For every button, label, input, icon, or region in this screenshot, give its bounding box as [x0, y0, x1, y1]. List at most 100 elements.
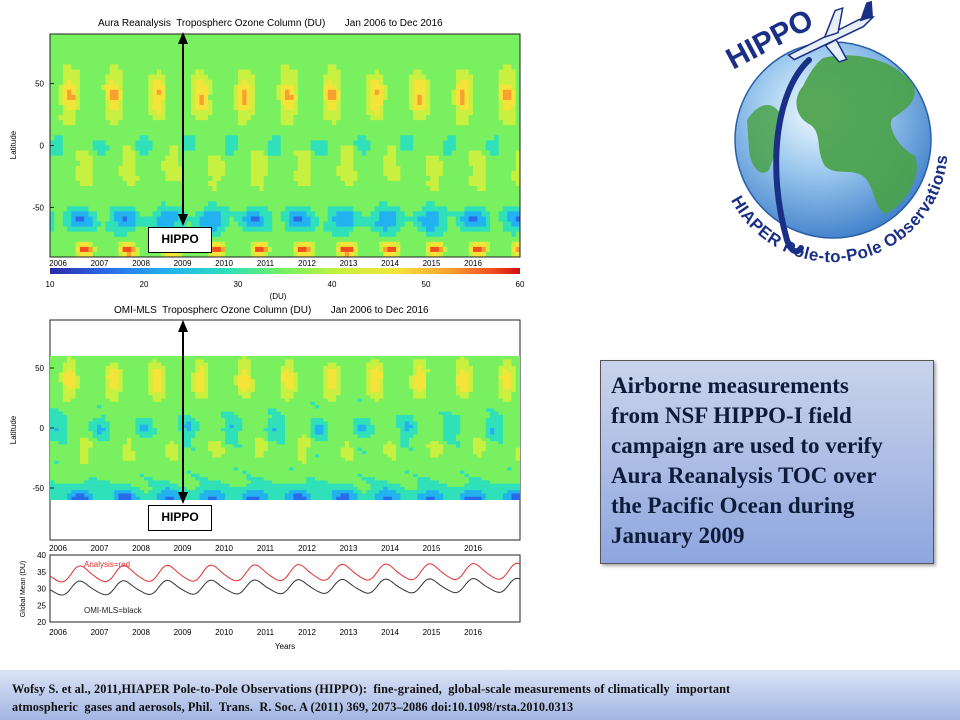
heatmap-cell	[182, 79, 188, 86]
heatmap-cell	[400, 216, 406, 223]
heatmap-cell	[212, 191, 218, 197]
heatmap-cell	[242, 241, 248, 248]
heatmap-cell	[182, 59, 188, 66]
heatmap-cell	[71, 201, 77, 207]
colorbar-label: (DU)	[270, 292, 287, 301]
heatmap-cell	[161, 221, 166, 228]
heatmap-cell	[417, 186, 423, 192]
heatmap-cell	[199, 201, 205, 207]
heatmap-cell	[54, 74, 60, 81]
heatmap-cell	[310, 89, 316, 96]
heatmap-cell	[443, 170, 448, 177]
heatmap-cell	[58, 378, 64, 383]
heatmap-cell	[92, 115, 98, 121]
heatmap-cell	[353, 94, 359, 101]
heatmap-cell	[383, 44, 389, 50]
heatmap-cell	[92, 54, 98, 60]
heatmap-cell	[396, 120, 401, 126]
heatmap-cell	[391, 241, 397, 248]
heatmap-cell	[434, 160, 440, 167]
heatmap-cell	[101, 201, 107, 207]
heatmap-cell	[212, 59, 218, 66]
heatmap-cell	[238, 59, 243, 66]
heatmap-cell	[54, 104, 60, 111]
heatmap-cell	[387, 99, 393, 106]
heatmap-cell	[229, 221, 235, 228]
heatmap-cell	[156, 54, 162, 60]
heatmap-cell	[336, 54, 342, 60]
heatmap-cell	[118, 241, 124, 248]
heatmap-cell	[297, 89, 303, 96]
heatmap-cell	[126, 211, 132, 218]
heatmap-cell	[511, 39, 517, 45]
heatmap-cell	[332, 201, 337, 207]
heatmap-cell	[144, 69, 149, 76]
heatmap-cell	[75, 84, 81, 91]
heatmap-cell	[327, 64, 333, 71]
heatmap-cell	[391, 104, 397, 111]
heatmap-cell	[276, 236, 282, 243]
heatmap-cell	[443, 150, 448, 157]
heatmap-cell	[306, 231, 312, 238]
heatmap-cell	[122, 246, 128, 253]
heatmap-cell	[203, 191, 209, 197]
heatmap-cell	[58, 104, 64, 111]
heatmap-cell	[336, 49, 342, 55]
heatmap-cell	[515, 74, 520, 81]
heatmap-cell	[212, 94, 218, 101]
heatmap-cell	[319, 64, 325, 71]
heatmap-cell	[396, 191, 401, 197]
heatmap-cell	[302, 206, 307, 212]
heatmap-cell	[383, 180, 389, 187]
heatmap-cell	[122, 54, 128, 60]
heatmap-cell	[182, 170, 188, 177]
heatmap-cell	[246, 231, 252, 238]
heatmap-cell	[105, 201, 111, 207]
heatmap-cell	[267, 64, 273, 71]
heatmap-cell	[319, 54, 325, 60]
heatmap-cell	[62, 236, 68, 243]
heatmap-cell	[451, 115, 457, 121]
heatmap-cell	[366, 89, 372, 96]
heatmap-cell	[374, 186, 380, 192]
heatmap-cell	[109, 150, 115, 157]
heatmap-cell	[430, 135, 436, 142]
heatmap-cell	[75, 59, 81, 66]
x-tick-label: 2007	[91, 259, 109, 268]
heatmap-cell	[515, 44, 520, 50]
heatmap-cell	[481, 186, 487, 192]
heatmap-cell	[306, 110, 312, 116]
heatmap-cell	[114, 216, 119, 223]
heatmap-cell	[473, 165, 478, 172]
heatmap-cell	[336, 69, 342, 76]
heatmap-cell	[118, 69, 124, 76]
heatmap-cell	[67, 170, 72, 177]
heatmap-cell	[383, 145, 389, 152]
heatmap-cell	[366, 236, 372, 243]
heatmap-cell	[391, 150, 397, 157]
heatmap-cell	[314, 74, 320, 81]
heatmap-cell	[225, 49, 231, 55]
heatmap-cell	[443, 226, 448, 233]
heatmap-cell	[323, 206, 329, 212]
heatmap-cell	[438, 231, 444, 238]
heatmap-cell	[178, 110, 184, 116]
x-tick-label: 2011	[257, 259, 275, 268]
heatmap-cell	[323, 196, 329, 202]
heatmap-cell	[494, 79, 500, 86]
heatmap-cell	[50, 447, 55, 452]
heatmap-cell	[148, 165, 154, 172]
heatmap-cell	[443, 186, 448, 192]
heatmap-cell	[421, 89, 427, 96]
heatmap-cell	[199, 175, 205, 182]
heatmap-cell	[97, 125, 102, 131]
heatmap-cell	[468, 186, 474, 192]
heatmap-cell	[276, 165, 282, 172]
heatmap-cell	[443, 165, 448, 172]
heatmap-cell	[353, 44, 359, 50]
heatmap-cell	[438, 201, 444, 207]
heatmap-cell	[233, 206, 239, 212]
heatmap-cell	[84, 125, 90, 131]
heatmap-cell	[396, 221, 401, 228]
heatmap-cell	[50, 382, 55, 387]
